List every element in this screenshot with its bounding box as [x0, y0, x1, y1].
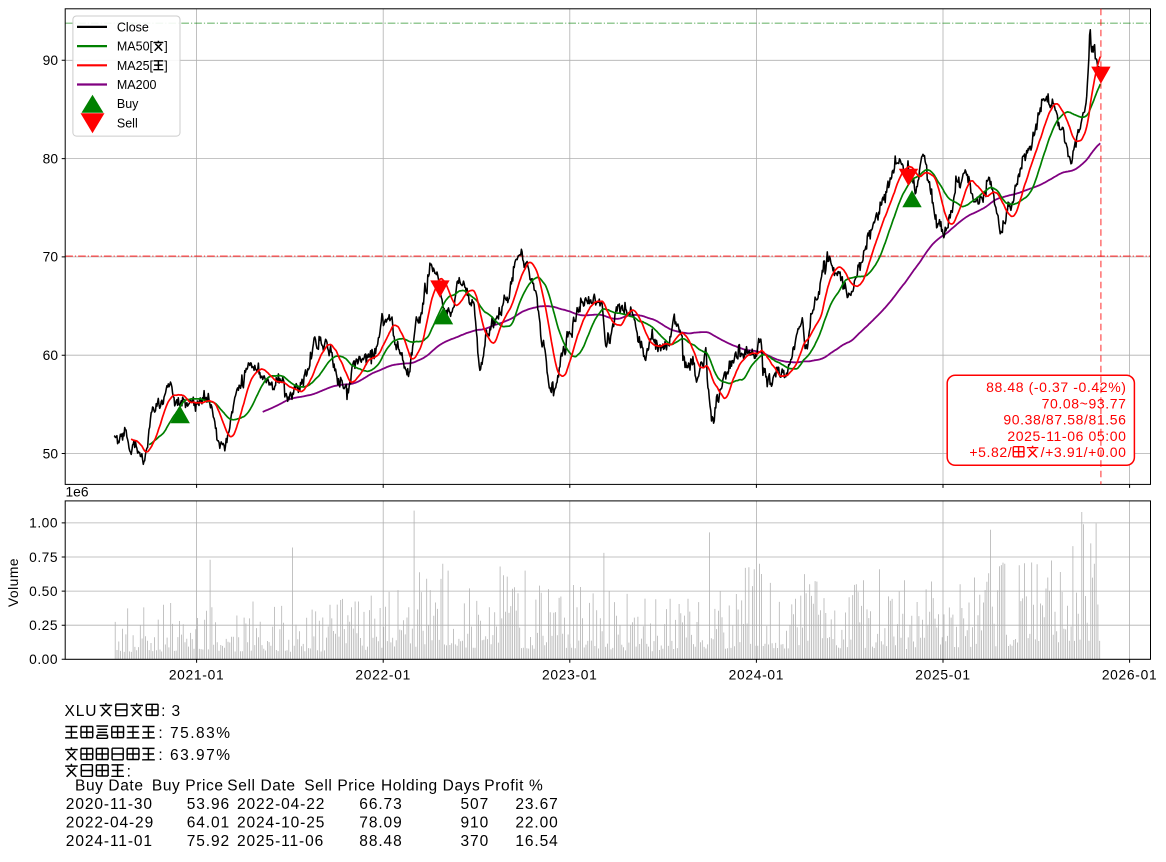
svg-text:2024-10-25: 2024-10-25 [237, 814, 325, 831]
svg-text::: : [127, 764, 132, 781]
svg-text:0.75: 0.75 [29, 550, 58, 565]
svg-text:78.09: 78.09 [359, 814, 402, 831]
svg-text:16.54: 16.54 [515, 833, 558, 850]
svg-text:0.25: 0.25 [29, 618, 58, 633]
svg-text:Close: Close [117, 20, 149, 34]
svg-text:50: 50 [43, 446, 59, 461]
svg-text:2022-04-29: 2022-04-29 [66, 814, 154, 831]
svg-text:Volume: Volume [6, 558, 21, 607]
svg-text:70: 70 [43, 250, 59, 265]
svg-text:2023-01: 2023-01 [542, 668, 598, 683]
svg-text:80: 80 [43, 151, 59, 166]
svg-text:22.00: 22.00 [515, 814, 558, 831]
svg-text:2024-11-01: 2024-11-01 [66, 833, 153, 850]
svg-text:90.38/87.58/81.56: 90.38/87.58/81.56 [1003, 412, 1126, 428]
svg-text:+5.82/: +5.82/ [969, 444, 1012, 460]
svg-text:2026-01: 2026-01 [1102, 668, 1158, 683]
svg-text:0.50: 0.50 [29, 584, 58, 599]
svg-text:64.01: 64.01 [187, 814, 230, 831]
svg-text:75.92: 75.92 [187, 833, 230, 850]
svg-text:: 63.97%: : 63.97% [158, 747, 231, 764]
svg-text:90: 90 [43, 53, 59, 68]
svg-text:2024-01: 2024-01 [729, 668, 785, 683]
svg-text:2021-01: 2021-01 [169, 668, 225, 683]
svg-text:Buy Price: Buy Price [152, 778, 224, 795]
svg-text:/+3.91/+0.00: /+3.91/+0.00 [1041, 444, 1127, 460]
svg-text:]: ] [164, 59, 167, 73]
svg-text:88.48 (-0.37 -0.42%): 88.48 (-0.37 -0.42%) [986, 379, 1126, 395]
svg-text:2025-11-06: 2025-11-06 [237, 833, 324, 850]
svg-text:1.00: 1.00 [29, 516, 58, 531]
svg-text:370: 370 [461, 833, 490, 850]
svg-text:1e6: 1e6 [66, 485, 89, 500]
svg-text:Profit %: Profit % [484, 778, 543, 795]
svg-text:Sell Price: Sell Price [304, 778, 375, 795]
svg-text:910: 910 [461, 814, 490, 831]
svg-text:: 3: : 3 [161, 703, 181, 720]
svg-text:2022-04-22: 2022-04-22 [237, 796, 325, 813]
svg-text:Buy Date: Buy Date [75, 778, 144, 795]
svg-text:23.67: 23.67 [515, 796, 558, 813]
svg-text:: 75.83%: : 75.83% [158, 725, 231, 742]
svg-text:70.08~93.77: 70.08~93.77 [1042, 396, 1127, 412]
svg-text:2022-01: 2022-01 [355, 668, 411, 683]
svg-text:2020-11-30: 2020-11-30 [66, 796, 153, 813]
svg-text:Sell: Sell [117, 116, 138, 130]
svg-text:]: ] [164, 40, 167, 54]
svg-text:MA25[: MA25[ [117, 59, 154, 73]
svg-text:Sell Date: Sell Date [227, 778, 295, 795]
svg-text:Holding Days: Holding Days [381, 778, 480, 795]
svg-text:0.00: 0.00 [29, 652, 58, 667]
svg-text:Buy: Buy [117, 97, 139, 111]
svg-text:MA200: MA200 [117, 78, 157, 92]
svg-text:XLU: XLU [65, 703, 98, 720]
svg-text:60: 60 [43, 348, 59, 363]
svg-text:507: 507 [461, 796, 490, 813]
svg-text:53.96: 53.96 [187, 796, 230, 813]
svg-text:66.73: 66.73 [359, 796, 402, 813]
svg-text:MA50[: MA50[ [117, 40, 154, 54]
svg-text:2025-11-06 05:00: 2025-11-06 05:00 [1007, 428, 1126, 444]
svg-text:88.48: 88.48 [359, 833, 402, 850]
svg-text:2025-01: 2025-01 [915, 668, 971, 683]
